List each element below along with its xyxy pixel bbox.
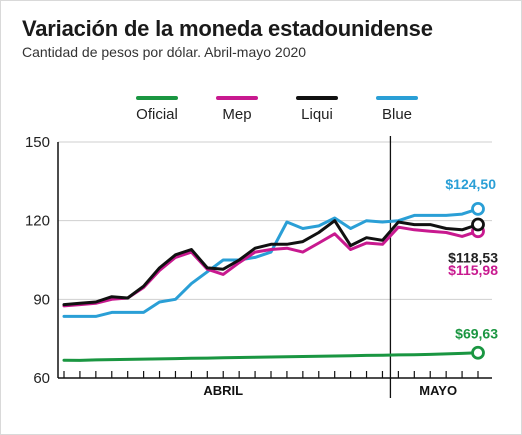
chart-title: Variación de la moneda estadounidense bbox=[22, 16, 433, 41]
month-label-abril: ABRIL bbox=[203, 383, 243, 398]
end-label-mep: $115,98 bbox=[448, 262, 498, 278]
y-tick-label: 150 bbox=[25, 134, 50, 151]
month-label-mayo: MAYO bbox=[419, 383, 457, 398]
series-line-oficial bbox=[62, 351, 480, 362]
series-line-mep bbox=[62, 225, 480, 308]
y-tick-label: 60 bbox=[33, 370, 50, 387]
series-line-blue bbox=[62, 207, 480, 318]
end-marker-blue bbox=[471, 201, 485, 216]
chart-subtitle: Cantidad de pesos por dólar. Abril-mayo … bbox=[22, 44, 307, 60]
legend-label-mep: Mep bbox=[222, 106, 251, 123]
end-label-blue: $124,50 bbox=[445, 176, 496, 192]
series-line-liqui bbox=[62, 219, 480, 307]
legend-label-liqui: Liqui bbox=[301, 106, 333, 123]
end-label-oficial: $69,63 bbox=[455, 326, 498, 342]
legend-label-oficial: Oficial bbox=[136, 106, 178, 123]
end-marker-liqui bbox=[471, 217, 485, 232]
legend-label-blue: Blue bbox=[382, 106, 412, 123]
y-tick-label: 120 bbox=[25, 213, 50, 230]
end-label-liqui: $118,53 bbox=[448, 250, 498, 266]
y-tick-label: 90 bbox=[33, 291, 50, 308]
end-marker-oficial bbox=[471, 345, 485, 360]
